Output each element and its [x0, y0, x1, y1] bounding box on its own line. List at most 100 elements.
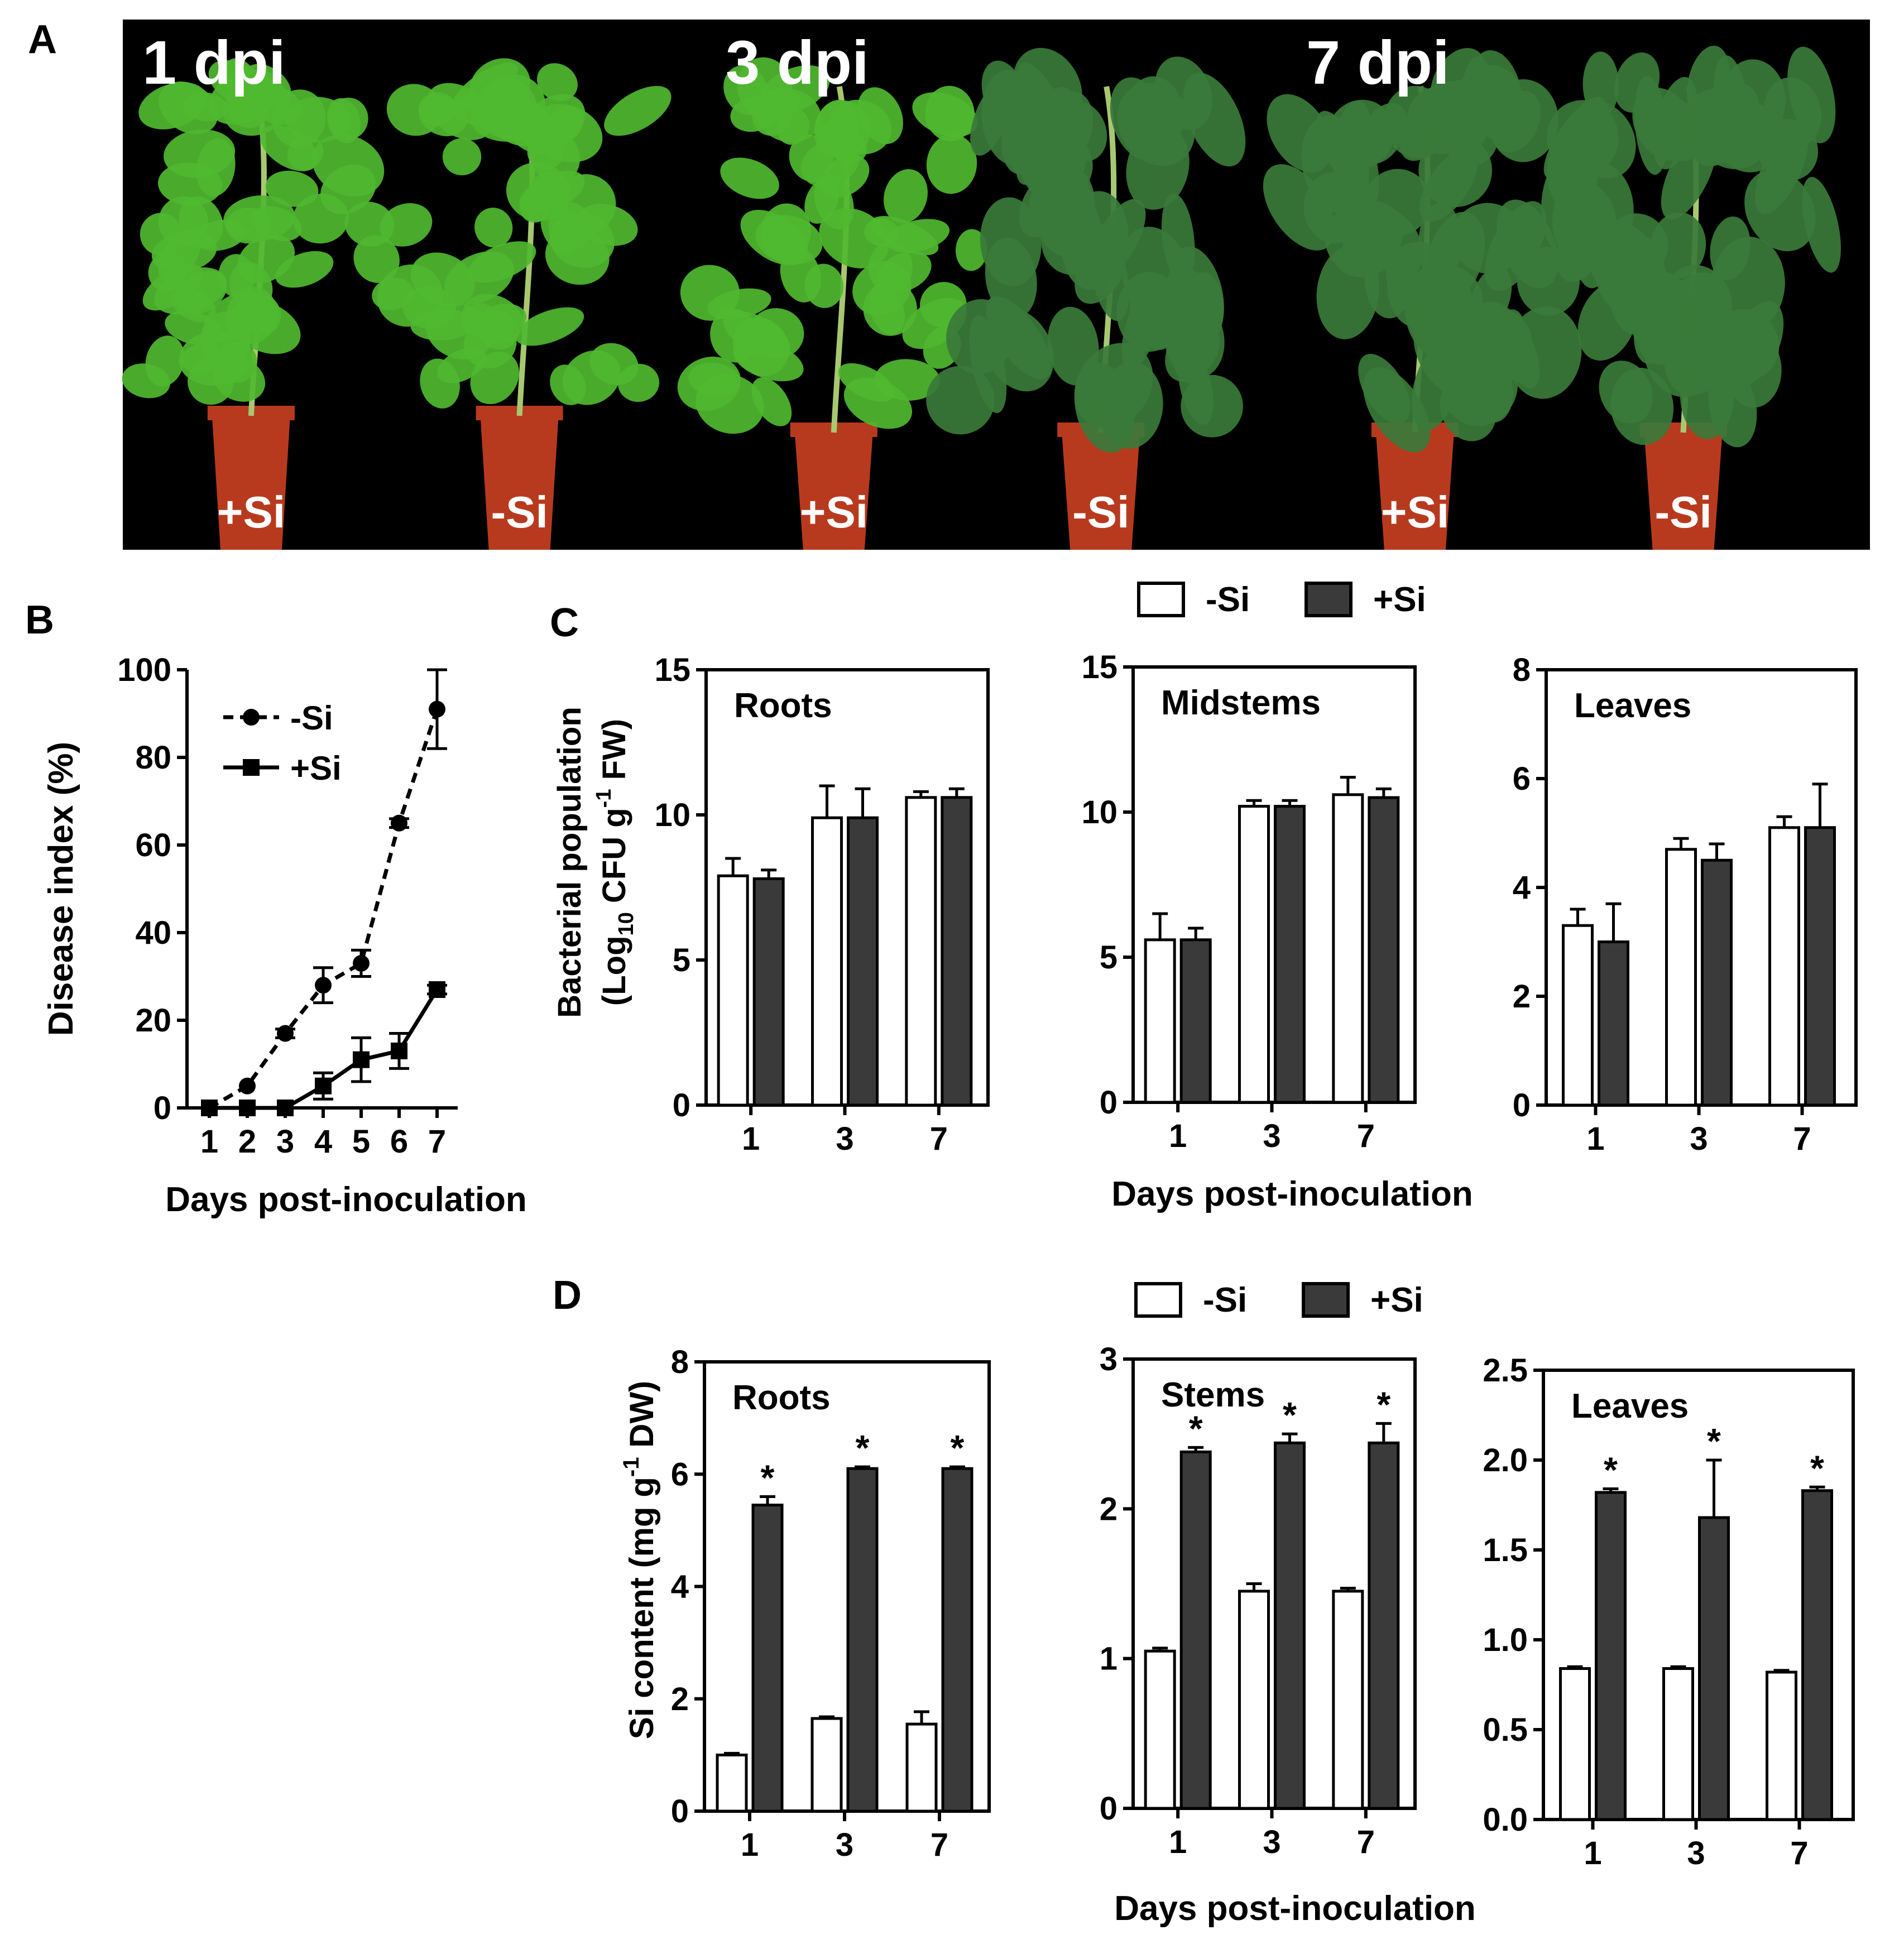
leaf [1651, 212, 1706, 279]
significance-marker: * [1377, 1384, 1390, 1424]
panel-letter-a: A [28, 17, 57, 62]
y-tick-label: 1.0 [1483, 1622, 1528, 1658]
y-tick-label: 0 [154, 1090, 171, 1126]
leaf [956, 229, 987, 271]
x-tick-label: 3 [1687, 1835, 1705, 1871]
data-point [315, 1077, 332, 1094]
x-tick-label: 7 [1793, 1121, 1811, 1157]
leaf [1091, 236, 1130, 321]
significance-marker: * [761, 1458, 775, 1498]
leaf [159, 81, 218, 135]
chart-title: Roots [734, 687, 832, 725]
leaf [468, 241, 536, 283]
pot [1644, 433, 1723, 550]
panel-letter-b: B [25, 598, 54, 642]
c-roots-chart: 0 5 10 15 Roots 1 3 7 [654, 652, 990, 1157]
leaf [864, 218, 899, 247]
bar-minus-si [1332, 1590, 1364, 1810]
bar-minus-si [810, 1717, 843, 1813]
bar-minus-si [1559, 1667, 1591, 1821]
data-point [315, 977, 332, 994]
pot [794, 433, 873, 550]
bar-plus-si [941, 796, 973, 1107]
legend-swatch-minus-si [1137, 582, 1185, 617]
data-point [353, 954, 370, 972]
d-ylabel-post: DW) [623, 1381, 660, 1457]
leaf [1001, 79, 1056, 175]
x-tick-label: 5 [352, 1124, 370, 1160]
bar-minus-si [716, 1753, 748, 1813]
y-tick-label: 10 [654, 797, 690, 833]
y-tick-label: 2.0 [1483, 1442, 1528, 1478]
leaf [515, 307, 584, 346]
x-tick-label: 1 [1586, 1121, 1604, 1157]
plant-label: +Si [800, 487, 868, 537]
bar-plus-si [1179, 1450, 1212, 1810]
plant-label: -Si [491, 487, 548, 537]
plant-label: +Si [1381, 487, 1449, 537]
legend-label-plus-si: +Si [1373, 580, 1426, 619]
legend-marker [243, 759, 260, 776]
data-point [239, 1100, 256, 1116]
y-tick-label: 2 [671, 1681, 689, 1717]
bar-plus-si [847, 816, 879, 1107]
photo-strip: +Si -Si 1 dpi +Si -Si 3 dpi +Si -Si 7 dpi [122, 20, 1870, 550]
y-tick-label: 4 [1513, 870, 1531, 906]
leaf [710, 308, 759, 363]
chart-title: Stems [1161, 1376, 1265, 1414]
leaf [196, 138, 236, 196]
x-tick-label: 3 [276, 1124, 294, 1160]
y-tick-label: 8 [671, 1344, 689, 1380]
leaf [1507, 306, 1582, 399]
leaf [285, 97, 350, 143]
leaf [885, 219, 950, 253]
leaf [874, 359, 940, 401]
leaf [857, 87, 903, 145]
bar-plus-si [751, 1504, 784, 1813]
bar-plus-si [1179, 938, 1212, 1104]
significance-marker: * [1604, 1450, 1618, 1490]
leaf [696, 374, 764, 434]
pot [480, 416, 559, 550]
plant-label: +Si [217, 487, 285, 537]
photo-panel-2: +Si -Si 3 dpi [677, 20, 1287, 550]
leaf [426, 83, 493, 141]
leaf [752, 97, 792, 136]
leaf [1267, 94, 1332, 173]
leaf [986, 296, 1051, 380]
pot [1375, 433, 1454, 550]
significance-marker: * [1189, 1408, 1203, 1448]
c-midstems-chart: 0 5 10 15 Midstems 1 3 7 [1081, 649, 1417, 1154]
legend-label-minus-si: -Si [1206, 580, 1250, 619]
y-tick-label: 40 [135, 915, 171, 951]
bar-minus-si [1665, 848, 1697, 1107]
pot [1062, 433, 1140, 550]
legend-label: +Si [290, 750, 342, 787]
d-leaves-chart: 0.0 0.5 1.0 1.5 2.0 2.5 Leaves 1 * 3 * 7 * [1483, 1352, 1855, 1871]
legend-d: -Si +Si [1134, 1281, 1423, 1319]
y-tick-label: 0 [1100, 1084, 1118, 1121]
x-tick-label: 7 [1357, 1118, 1375, 1154]
leaf [604, 85, 672, 136]
y-tick-label: 2 [1100, 1491, 1118, 1527]
significance-marker: * [1810, 1448, 1824, 1488]
photo-panel-3: +Si -Si 7 dpi [1263, 20, 1870, 550]
legend-swatch-minus-si [1134, 1282, 1182, 1318]
leaf [536, 63, 578, 101]
photo-label: 3 dpi [726, 28, 869, 97]
data-point [277, 1025, 294, 1042]
leaf [1433, 80, 1499, 166]
leaf [461, 303, 497, 336]
bar-minus-si [1238, 805, 1270, 1104]
y-tick-label: 20 [135, 1002, 171, 1039]
leaf [1787, 46, 1836, 143]
leaf [1419, 147, 1479, 222]
plant-label: -Si [1072, 487, 1129, 537]
c-ylabel-mid: CFU g [596, 808, 632, 912]
leaf [551, 105, 583, 140]
c-ylabel-pre: (Log [596, 935, 632, 1006]
leaf [353, 235, 400, 283]
leaf [1161, 193, 1195, 285]
d-ylabel-sup: -1 [619, 1457, 644, 1477]
